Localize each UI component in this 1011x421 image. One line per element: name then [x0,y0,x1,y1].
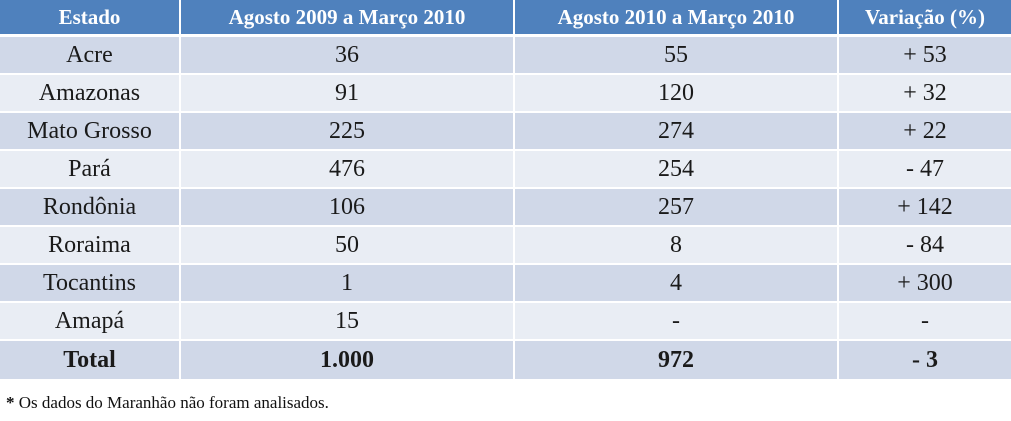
cell-value-2009: 225 [180,112,515,151]
cell-estado: Mato Grosso [0,112,181,151]
cell-estado: Amapá [0,302,181,341]
total-value-2010: 972 [514,340,839,381]
total-value-2009: 1.000 [180,340,515,381]
cell-variacao: + 300 [838,264,1011,303]
header-period-2009-2010: Agosto 2009 a Março 2010 [180,0,515,37]
table-row: Amazonas 91 120 + 32 [0,74,1011,113]
cell-value-2010: 274 [514,112,839,151]
table-header-row: Estado Agosto 2009 a Março 2010 Agosto 2… [0,0,1011,37]
cell-variacao: - 84 [838,226,1011,265]
cell-value-2010: 257 [514,188,839,227]
cell-estado: Tocantins [0,264,181,303]
cell-value-2010: 4 [514,264,839,303]
cell-estado: Rondônia [0,188,181,227]
table-row: Rondônia 106 257 + 142 [0,188,1011,227]
cell-value-2010: - [514,302,839,341]
cell-variacao: + 142 [838,188,1011,227]
cell-variacao: + 22 [838,112,1011,151]
footnote-marker: * [6,393,15,412]
cell-value-2009: 36 [180,35,515,75]
table-row: Roraima 50 8 - 84 [0,226,1011,265]
cell-value-2009: 50 [180,226,515,265]
total-variacao: - 3 [838,340,1011,381]
cell-value-2009: 106 [180,188,515,227]
cell-value-2010: 8 [514,226,839,265]
footnote-text: Os dados do Maranhão não foram analisado… [14,393,329,412]
header-variacao: Variação (%) [838,0,1011,37]
cell-variacao: - 47 [838,150,1011,189]
cell-variacao: + 32 [838,74,1011,113]
deforestation-table: Estado Agosto 2009 a Março 2010 Agosto 2… [0,0,1011,381]
cell-estado: Acre [0,35,181,75]
cell-value-2010: 55 [514,35,839,75]
cell-value-2009: 1 [180,264,515,303]
cell-variacao: + 53 [838,35,1011,75]
cell-variacao: - [838,302,1011,341]
cell-estado: Pará [0,150,181,189]
table-row: Mato Grosso 225 274 + 22 [0,112,1011,151]
table-row: Acre 36 55 + 53 [0,35,1011,75]
cell-value-2009: 476 [180,150,515,189]
header-estado: Estado [0,0,181,37]
table-row: Pará 476 254 - 47 [0,150,1011,189]
header-period-2010-2010: Agosto 2010 a Março 2010 [514,0,839,37]
cell-estado: Roraima [0,226,181,265]
deforestation-table-container: Estado Agosto 2009 a Março 2010 Agosto 2… [0,0,1011,381]
table-total-row: Total 1.000 972 - 3 [0,340,1011,381]
cell-value-2009: 15 [180,302,515,341]
cell-estado: Amazonas [0,74,181,113]
table-row: Amapá 15 - - [0,302,1011,341]
table-row: Tocantins 1 4 + 300 [0,264,1011,303]
cell-value-2009: 91 [180,74,515,113]
cell-value-2010: 120 [514,74,839,113]
total-label: Total [0,340,181,381]
footnote: * Os dados do Maranhão não foram analisa… [6,393,329,413]
cell-value-2010: 254 [514,150,839,189]
